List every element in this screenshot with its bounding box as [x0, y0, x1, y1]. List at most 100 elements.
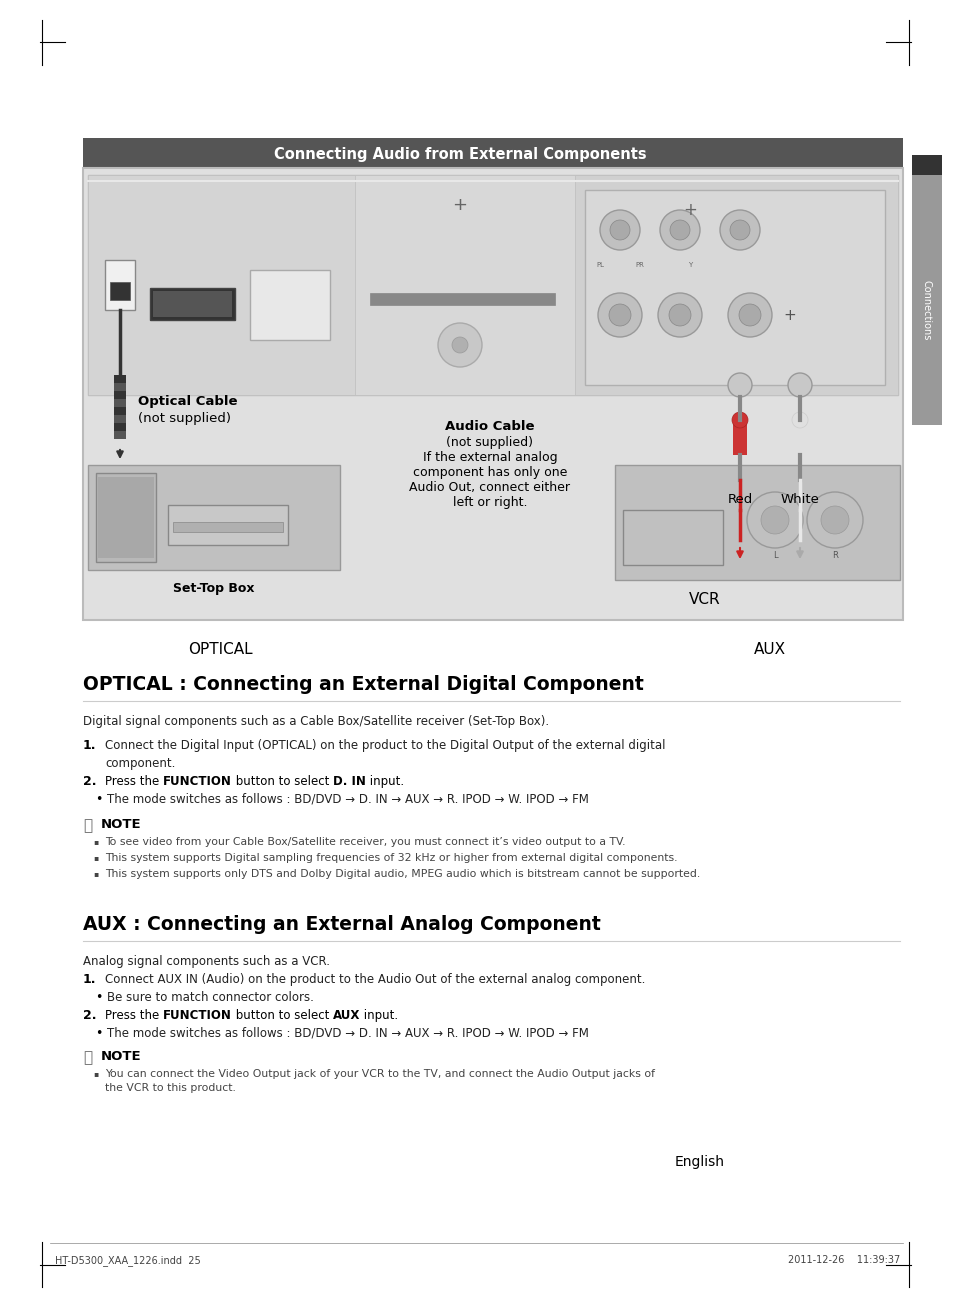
Circle shape — [437, 323, 481, 367]
Circle shape — [669, 220, 689, 240]
Text: button to select: button to select — [232, 1009, 333, 1022]
Bar — [250, 271, 330, 340]
Text: +: + — [782, 307, 796, 323]
Text: VCR: VCR — [688, 592, 720, 606]
Text: NOTE: NOTE — [101, 818, 141, 831]
Bar — [88, 175, 897, 395]
Bar — [83, 169, 902, 620]
Circle shape — [727, 372, 751, 397]
Text: FUNCTION: FUNCTION — [163, 1009, 232, 1022]
Bar — [113, 383, 126, 391]
Bar — [355, 175, 575, 395]
Text: PL: PL — [596, 261, 603, 268]
Text: ▪: ▪ — [92, 1069, 98, 1078]
Text: English: English — [675, 1155, 724, 1168]
Bar — [615, 465, 899, 580]
Text: 1.: 1. — [83, 972, 96, 985]
Bar — [575, 175, 897, 395]
Circle shape — [787, 372, 811, 397]
Text: OPTICAL: OPTICAL — [188, 642, 252, 657]
Text: +: + — [452, 196, 467, 214]
Circle shape — [668, 305, 690, 325]
Text: D. IN: D. IN — [333, 775, 366, 788]
Circle shape — [599, 210, 639, 250]
Text: ⌕: ⌕ — [83, 1050, 92, 1065]
Text: White: White — [780, 493, 819, 506]
Bar — [622, 510, 722, 565]
Text: 2.: 2. — [83, 775, 96, 788]
Text: button to select: button to select — [232, 775, 333, 788]
Bar — [98, 477, 153, 558]
Text: Connect AUX IN (Audio) on the product to the Audio Out of the external analog co: Connect AUX IN (Audio) on the product to… — [105, 972, 644, 985]
Text: The mode switches as follows : BD/DVD → D. IN → AUX → R. IPOD → W. IPOD → FM: The mode switches as follows : BD/DVD → … — [107, 793, 588, 806]
Bar — [113, 406, 126, 416]
Text: HT-D5300_XAA_1226.indd  25: HT-D5300_XAA_1226.indd 25 — [55, 1255, 200, 1266]
Text: PR: PR — [635, 261, 644, 268]
Text: Press the: Press the — [105, 1009, 163, 1022]
Bar — [113, 375, 126, 383]
Text: •: • — [95, 793, 102, 806]
Bar — [110, 282, 130, 301]
Text: component has only one: component has only one — [413, 467, 567, 478]
Text: input.: input. — [366, 775, 403, 788]
Text: AUX: AUX — [753, 642, 785, 657]
Text: The mode switches as follows : BD/DVD → D. IN → AUX → R. IPOD → W. IPOD → FM: The mode switches as follows : BD/DVD → … — [107, 1027, 588, 1040]
Circle shape — [806, 491, 862, 548]
Bar — [172, 521, 283, 532]
Circle shape — [609, 220, 629, 240]
Bar — [113, 431, 126, 439]
Bar — [152, 291, 232, 318]
Bar — [105, 260, 135, 310]
Text: Press the: Press the — [105, 775, 163, 788]
Text: Optical Cable: Optical Cable — [138, 395, 237, 408]
Text: +: + — [682, 201, 697, 220]
Circle shape — [791, 412, 807, 427]
Bar — [88, 465, 339, 570]
Text: (not supplied): (not supplied) — [446, 437, 533, 450]
Text: left or right.: left or right. — [453, 495, 527, 508]
Text: (not supplied): (not supplied) — [138, 412, 231, 425]
Text: Set-Top Box: Set-Top Box — [173, 582, 254, 595]
Bar — [88, 175, 355, 395]
Circle shape — [821, 506, 848, 535]
Text: You can connect the Video Output jack of your VCR to the TV, and connect the Aud: You can connect the Video Output jack of… — [105, 1069, 655, 1093]
Circle shape — [608, 305, 630, 325]
Text: Connections: Connections — [921, 280, 931, 340]
Text: Be sure to match connector colors.: Be sure to match connector colors. — [107, 991, 314, 1004]
Text: AUX : Connecting an External Analog Component: AUX : Connecting an External Analog Comp… — [83, 915, 600, 935]
Text: This system supports Digital sampling frequencies of 32 kHz or higher from exter: This system supports Digital sampling fr… — [105, 853, 677, 863]
Bar — [96, 473, 156, 562]
Text: 02: 02 — [918, 112, 932, 123]
Circle shape — [739, 305, 760, 325]
Text: This system supports only DTS and Dolby Digital audio, MPEG audio which is bitst: This system supports only DTS and Dolby … — [105, 869, 700, 880]
Text: FUNCTION: FUNCTION — [163, 775, 232, 788]
Bar — [83, 139, 902, 169]
Text: NOTE: NOTE — [101, 1050, 141, 1063]
Text: ▪: ▪ — [92, 836, 98, 846]
Bar — [113, 399, 126, 406]
Text: Analog signal components such as a VCR.: Analog signal components such as a VCR. — [83, 955, 330, 968]
Text: Connect the Digital Input (OPTICAL) on the product to the Digital Output of the : Connect the Digital Input (OPTICAL) on t… — [105, 738, 665, 770]
Text: 1.: 1. — [83, 738, 96, 752]
Circle shape — [746, 491, 802, 548]
Text: ▪: ▪ — [92, 869, 98, 878]
Bar — [732, 420, 746, 455]
Circle shape — [760, 506, 788, 535]
Text: 2.: 2. — [83, 1009, 96, 1022]
Text: AUX: AUX — [333, 1009, 360, 1022]
Text: L: L — [772, 552, 777, 559]
Text: OPTICAL : Connecting an External Digital Component: OPTICAL : Connecting an External Digital… — [83, 674, 643, 694]
Text: •: • — [95, 991, 102, 1004]
Text: ▪: ▪ — [92, 853, 98, 863]
Circle shape — [720, 210, 760, 250]
Bar — [113, 391, 126, 399]
Circle shape — [452, 337, 468, 353]
Circle shape — [727, 293, 771, 337]
Text: •: • — [95, 1027, 102, 1040]
Bar — [168, 505, 288, 545]
Text: Connecting Audio from External Components: Connecting Audio from External Component… — [274, 146, 645, 162]
Text: Audio Out, connect either: Audio Out, connect either — [409, 481, 570, 494]
Bar — [113, 416, 126, 423]
Bar — [911, 156, 941, 175]
Text: Audio Cable: Audio Cable — [445, 420, 535, 433]
